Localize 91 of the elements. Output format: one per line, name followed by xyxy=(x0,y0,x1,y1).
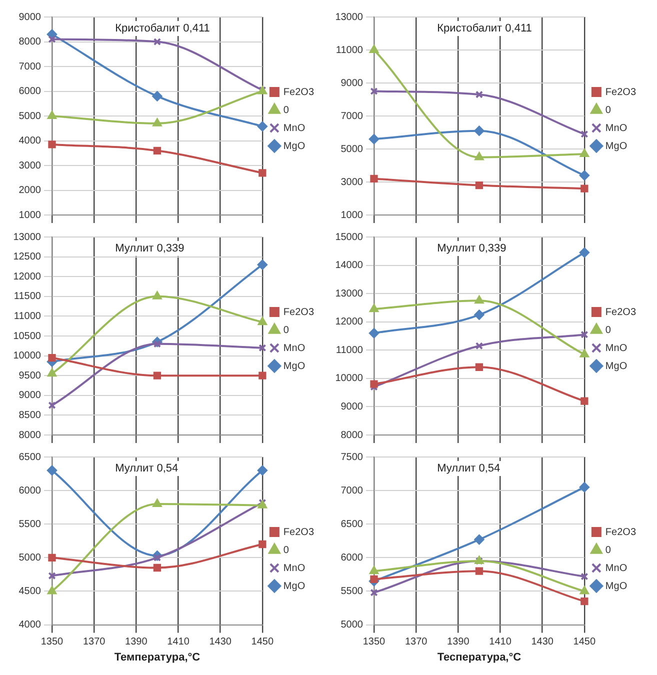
legend-label: 0 xyxy=(605,544,612,556)
y-tick-label: 8000 xyxy=(340,430,364,441)
y-tick-label: 7000 xyxy=(340,485,364,496)
y-tick-label: 7500 xyxy=(340,452,364,463)
y-tick-label: 9500 xyxy=(18,370,42,382)
x-tick-label: 1430 xyxy=(209,636,232,648)
legend-label: Fe2O3 xyxy=(283,306,314,318)
y-tick-label: 10500 xyxy=(13,330,42,342)
y-tick-label: 5000 xyxy=(340,144,364,155)
legend-label: 0 xyxy=(283,104,290,116)
y-tick-label: 4000 xyxy=(18,620,42,631)
y-tick-label: 9000 xyxy=(18,390,42,402)
legend-label: MgO xyxy=(605,140,628,152)
legend-label: 0 xyxy=(605,324,612,336)
y-tick-label: 4000 xyxy=(18,136,42,146)
x-tick-label: 1350 xyxy=(362,636,386,648)
annotation: Муллит 0,54 xyxy=(115,462,178,475)
x-tick-label: 1370 xyxy=(82,636,106,648)
y-tick-label: 14000 xyxy=(335,260,364,272)
legend-label: 0 xyxy=(605,104,612,116)
y-tick-label: 15000 xyxy=(335,232,364,243)
y-tick-label: 1000 xyxy=(18,210,42,221)
legend-label: MgO xyxy=(605,580,628,592)
legend-label: MnO xyxy=(283,342,306,354)
x-axis-title: Теспература,°С xyxy=(437,651,522,664)
x-tick-label: 1370 xyxy=(404,636,428,648)
y-tick-label: 3000 xyxy=(340,176,364,188)
y-tick-label: 9000 xyxy=(340,78,364,89)
y-tick-label: 13000 xyxy=(335,12,364,23)
x-tick-label: 1430 xyxy=(531,636,554,648)
y-tick-label: 12500 xyxy=(13,252,42,263)
legend-label: Fe2O3 xyxy=(283,526,314,538)
legend-label: Fe2O3 xyxy=(283,86,314,98)
y-tick-label: 2000 xyxy=(18,185,42,196)
y-tick-label: 5500 xyxy=(18,518,42,530)
x-tick-label: 1450 xyxy=(251,636,274,648)
y-tick-label: 9000 xyxy=(340,401,364,412)
y-tick-label: 5000 xyxy=(18,110,42,122)
y-tick-label: 11000 xyxy=(336,44,364,56)
x-axis-title: Температура,°С xyxy=(114,651,200,664)
y-tick-label: 7000 xyxy=(340,110,364,122)
x-tick-label: 1390 xyxy=(125,636,148,648)
legend-label: 0 xyxy=(283,544,290,556)
y-tick-label: 13000 xyxy=(13,232,42,243)
y-tick-label: 10000 xyxy=(335,373,364,384)
y-tick-label: 6500 xyxy=(340,518,364,530)
y-tick-label: 8000 xyxy=(18,430,42,441)
annotation: Муллит 0,339 xyxy=(437,242,506,255)
legend-label: MgO xyxy=(283,140,306,152)
legend-label: Fe2O3 xyxy=(605,526,636,538)
y-tick-label: 9000 xyxy=(18,12,42,23)
y-tick-label: 6000 xyxy=(340,552,364,564)
x-tick-label: 1390 xyxy=(447,636,470,648)
legend-label: MgO xyxy=(283,360,306,372)
annotation: Кристобалит 0,411 xyxy=(115,22,210,35)
legend-label: Fe2O3 xyxy=(605,86,636,98)
x-tick-label: 1450 xyxy=(573,636,596,648)
legend-label: MnO xyxy=(283,562,306,574)
y-tick-label: 8000 xyxy=(18,36,42,48)
y-tick-label: 10000 xyxy=(13,350,42,362)
y-tick-label: 6000 xyxy=(18,86,42,97)
y-tick-label: 12000 xyxy=(13,271,42,282)
y-tick-label: 5000 xyxy=(340,620,364,631)
y-tick-label: 7000 xyxy=(18,61,42,72)
legend-label: MnO xyxy=(605,122,628,134)
legend-label: MgO xyxy=(605,360,628,372)
legend-label: 0 xyxy=(283,324,290,336)
y-tick-label: 13000 xyxy=(335,288,364,300)
annotation: Кристобалит 0,411 xyxy=(437,22,532,35)
legend-label: Fe2O3 xyxy=(605,306,636,318)
y-tick-label: 11000 xyxy=(336,344,364,356)
y-tick-label: 4500 xyxy=(18,586,42,597)
y-tick-label: 5500 xyxy=(340,586,364,597)
y-tick-label: 5000 xyxy=(18,552,42,564)
legend-label: MgO xyxy=(283,580,306,592)
y-tick-label: 1000 xyxy=(340,210,364,221)
y-tick-label: 11500 xyxy=(14,291,42,302)
y-tick-label: 6000 xyxy=(18,485,42,496)
y-tick-label: 3000 xyxy=(18,160,42,172)
y-tick-label: 6500 xyxy=(18,452,42,463)
x-tick-label: 1410 xyxy=(489,636,512,648)
annotation: Муллит 0,339 xyxy=(115,242,184,255)
legend-label: MnO xyxy=(605,562,628,574)
legend-label: MnO xyxy=(283,122,306,134)
annotation: Муллит 0,54 xyxy=(437,462,500,475)
y-tick-label: 12000 xyxy=(335,316,364,328)
y-tick-label: 11000 xyxy=(14,310,42,322)
y-tick-label: 8500 xyxy=(18,410,42,421)
legend-label: MnO xyxy=(605,342,628,354)
x-tick-label: 1350 xyxy=(40,636,64,648)
x-tick-label: 1410 xyxy=(167,636,190,648)
